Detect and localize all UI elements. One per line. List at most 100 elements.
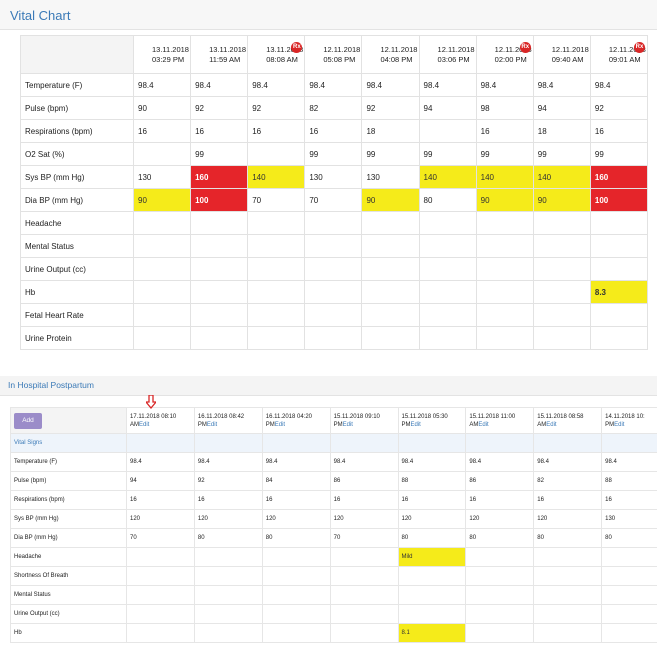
vital-value-cell: 70 [247, 188, 306, 212]
vital-value-cell [304, 257, 363, 281]
edit-link[interactable]: Edit [478, 421, 489, 428]
vital-value-cell: 98.4 [465, 452, 535, 472]
vital-value-cell [475, 257, 534, 281]
rx-badge-icon[interactable]: Rx [519, 42, 531, 53]
table-row: Hb 8.1 [10, 623, 657, 643]
rx-badge-icon[interactable]: Rx [634, 42, 645, 53]
vital-value-cell: 130 [132, 165, 192, 189]
vital-value-cell [126, 566, 195, 586]
vital-value-cell [126, 585, 195, 605]
vital-value-cell: 90 [532, 188, 591, 212]
vital-value-cell [475, 280, 534, 304]
row-label: Hb [20, 280, 134, 304]
add-button[interactable]: Add [14, 412, 42, 429]
vital-value-cell [533, 566, 603, 586]
vital-value-cell: 86 [465, 471, 535, 491]
edit-link[interactable]: Edit [342, 421, 353, 428]
edit-link[interactable]: Edit [546, 421, 557, 428]
column-header[interactable]: 12.11.2018 04:08 PM [361, 35, 420, 74]
vital-value-cell [261, 623, 331, 643]
edit-link[interactable]: Edit [614, 421, 625, 428]
column-header: 15.11.2018 05:30 PMEdit [397, 407, 467, 434]
column-datetime: 15.11.2018 05:30 [401, 413, 448, 420]
edit-link[interactable]: Edit [206, 421, 218, 428]
vital-value-cell: 98.4 [589, 73, 649, 97]
column-header[interactable]: 13.11.2018 11:59 AM [190, 35, 249, 74]
panel-gap [0, 358, 657, 376]
table-row: O2 Sat (%) 99 99 99 99 99 99 99 [20, 142, 649, 166]
edit-link[interactable]: Edit [410, 421, 421, 428]
column-header[interactable]: 12.11.2018 05:08 PM [304, 35, 363, 74]
column-header[interactable]: 13.11.2018 08:08 AM Rx [247, 35, 306, 74]
vital-value-cell: 130 [361, 165, 420, 189]
vital-value-cell: 88 [397, 471, 467, 491]
postpartum-header: In Hospital Postpartum [0, 376, 657, 396]
add-cell: Add [10, 407, 127, 434]
column-header[interactable]: 12.11.2018 09:01 AM Rx [589, 35, 649, 74]
edit-link[interactable]: Edit [274, 421, 286, 428]
vital-value-cell [261, 547, 331, 567]
table-row: Fetal Heart Rate [20, 303, 649, 327]
section-cell [193, 433, 263, 453]
vital-value-cell: 82 [533, 471, 603, 491]
table-row: Urine Output (cc) [20, 257, 649, 281]
vital-value-cell [397, 585, 467, 605]
edit-link[interactable]: Edit [139, 421, 150, 428]
row-label: Respirations (bpm) [10, 490, 127, 510]
vital-value-cell [465, 566, 535, 586]
vital-value-cell [465, 547, 535, 567]
vital-value-cell: 140 [475, 165, 534, 189]
vital-value-cell: 80 [193, 528, 263, 548]
vital-value-cell: 80 [601, 528, 657, 548]
column-header[interactable]: 12.11.2018 03:06 PM [418, 35, 477, 74]
vital-value-cell: 120 [126, 509, 195, 529]
vital-value-cell [329, 585, 399, 605]
row-label: Mental Status [20, 234, 134, 258]
vital-value-cell [132, 326, 192, 350]
vital-value-cell [589, 326, 649, 350]
vital-value-cell [190, 257, 249, 281]
column-date: 12.11.2018 [380, 44, 418, 54]
column-ampm-line: PMEdit [334, 421, 395, 429]
vital-chart-header-row: 13.11.2018 03:29 PM 13.11.2018 11:59 AM 13.1… [20, 35, 649, 74]
vital-value-cell: 16 [589, 119, 649, 143]
section-label: Vital Signs [10, 433, 127, 453]
column-header[interactable]: 12.11.2018 09:40 AM [532, 35, 591, 74]
column-ampm-line: PMEdit [198, 421, 259, 429]
rx-badge-icon[interactable]: Rx [291, 42, 303, 53]
vital-value-cell [475, 326, 534, 350]
column-header[interactable]: 13.11.2018 03:29 PM [132, 35, 192, 74]
vital-value-cell: 99 [418, 142, 477, 166]
vital-value-cell [589, 303, 649, 327]
column-time: 05:08 PM [323, 54, 356, 64]
column-ampm-line: PMEdit [266, 421, 327, 429]
vital-value-cell: 70 [304, 188, 363, 212]
vital-value-cell: 98.4 [132, 73, 192, 97]
vital-value-cell: Mild [397, 547, 467, 567]
column-datetime: 16.11.2018 08:42 [197, 413, 245, 420]
vital-value-cell: 94 [418, 96, 477, 120]
row-label: Urine Protein [20, 326, 134, 350]
vital-value-cell [261, 566, 331, 586]
column-header: 16.11.2018 08:42 PMEdit [193, 407, 263, 434]
column-datetime: 15.11.2018 09:10 [333, 413, 380, 420]
vital-value-cell [132, 234, 192, 258]
vital-value-cell [190, 234, 249, 258]
column-ampm: PM [605, 421, 615, 428]
vital-value-cell [126, 604, 195, 624]
vital-value-cell [418, 280, 477, 304]
vital-value-cell: 98.4 [247, 73, 306, 97]
column-ampm: PM [265, 421, 275, 428]
column-header[interactable]: 12.11.2018 02:00 PM Rx [475, 35, 534, 74]
row-label: Headache [20, 211, 134, 235]
table-row: Urine Protein [20, 326, 649, 350]
section-row: Vital Signs [10, 433, 657, 453]
vital-value-cell: 120 [261, 509, 331, 529]
vital-value-cell [132, 303, 192, 327]
vital-value-cell [601, 623, 657, 643]
vital-value-cell [418, 326, 477, 350]
vital-value-cell: 16 [475, 119, 534, 143]
vital-value-cell: 16 [261, 490, 331, 510]
vital-value-cell [261, 585, 331, 605]
vital-value-cell: 99 [304, 142, 363, 166]
